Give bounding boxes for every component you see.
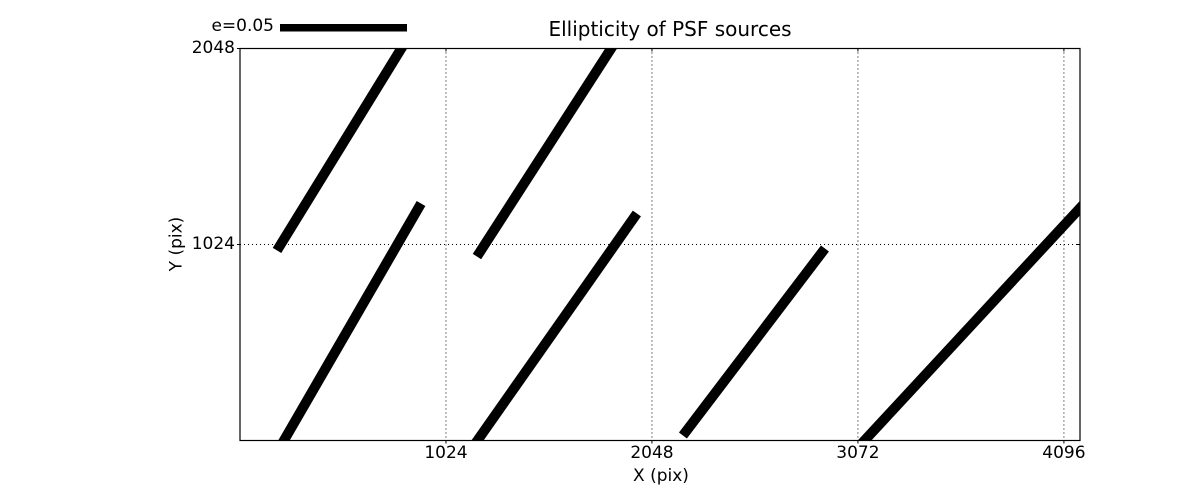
psf-whisker (678, 245, 829, 439)
legend-line-sample (280, 24, 407, 32)
legend-label: e=0.05 (211, 16, 274, 36)
y-tick-label: 2048 (191, 38, 235, 58)
x-tick-label: 4096 (1042, 443, 1086, 463)
x-tick-label: 1024 (424, 443, 468, 463)
psf-whisker (272, 48, 408, 254)
x-axis-label: X (pix) (633, 466, 689, 486)
x-tick-label: 3072 (836, 443, 880, 463)
whisker-layer (272, 48, 1080, 441)
y-tick-label: 1024 (191, 234, 235, 254)
psf-whisker (278, 201, 426, 441)
psf-whisker (471, 210, 641, 441)
psf-whisker (857, 200, 1080, 441)
psf-whisker (472, 48, 618, 260)
x-tick-label: 2048 (630, 443, 674, 463)
chart-title: Ellipticity of PSF sources (548, 17, 792, 41)
